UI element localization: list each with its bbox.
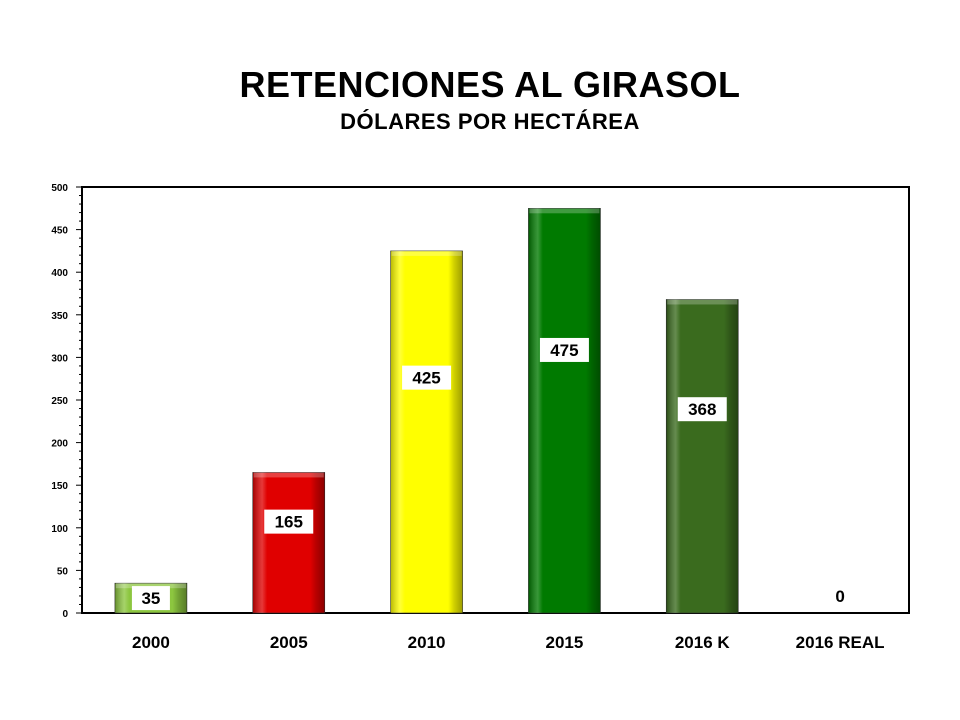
bar-bevel [666, 299, 739, 613]
bar [528, 208, 601, 614]
chart-subtitle: DÓLARES POR HECTÁREA [340, 109, 640, 134]
data-label-box [131, 586, 170, 611]
y-tick-label: 150 [51, 481, 68, 492]
bar [665, 299, 739, 614]
y-tick-label: 200 [51, 439, 68, 450]
y-tick-label: 350 [51, 311, 68, 322]
data-label-text: 35 [141, 589, 160, 608]
x-tick-label: 2005 [270, 633, 308, 652]
data-label: 35 [131, 586, 170, 611]
plot-area [81, 186, 910, 614]
y-tick-label: 500 [51, 183, 68, 194]
y-tick-label: 0 [62, 609, 68, 620]
x-tick-label: 2016 K [675, 633, 731, 652]
bar [252, 472, 326, 614]
bars [114, 208, 739, 614]
y-tick-label: 300 [51, 353, 68, 364]
data-label: 475 [539, 337, 589, 362]
data-label-box [264, 509, 314, 534]
bar [390, 250, 463, 614]
bar-top-highlight [253, 472, 324, 478]
data-label: 425 [402, 365, 452, 390]
data-label: 368 [677, 397, 727, 422]
bar-bevel [528, 208, 601, 614]
y-tick-label: 250 [51, 396, 68, 407]
data-label-box [402, 365, 452, 390]
data-label-text: 475 [550, 341, 578, 360]
value-labels: 35 165 425 475 368 0 [131, 337, 845, 611]
y-tick-label: 100 [51, 524, 68, 535]
data-label-text: 368 [688, 400, 716, 419]
bar-top-highlight [529, 208, 600, 214]
y-axis: 0 50 100 150 200 250 300 350 400 450 500 [51, 183, 82, 620]
x-tick-label: 2010 [408, 633, 446, 652]
data-label-text: 165 [275, 513, 303, 532]
data-label-box [539, 337, 589, 362]
x-tick-label: 2000 [132, 633, 170, 652]
x-axis: 2000 2005 2010 2015 2016 K 2016 REAL [132, 633, 884, 652]
data-label: 0 [835, 587, 844, 606]
bar-top-highlight [667, 299, 738, 305]
y-tick-label: 450 [51, 226, 68, 237]
y-tick-label: 400 [51, 268, 68, 279]
chart-title: RETENCIONES AL GIRASOL [239, 64, 741, 105]
x-tick-label: 2016 REAL [796, 633, 885, 652]
bar-top-highlight [115, 583, 186, 589]
x-tick-label: 2015 [546, 633, 584, 652]
data-label-text: 0 [835, 587, 844, 606]
bar-bevel [252, 472, 325, 613]
data-label-box [677, 397, 727, 422]
bar-bevel [390, 250, 463, 613]
bar-top-highlight [391, 250, 462, 256]
y-tick-label: 50 [57, 566, 69, 577]
data-label-text: 425 [412, 369, 440, 388]
data-label: 165 [264, 509, 314, 534]
